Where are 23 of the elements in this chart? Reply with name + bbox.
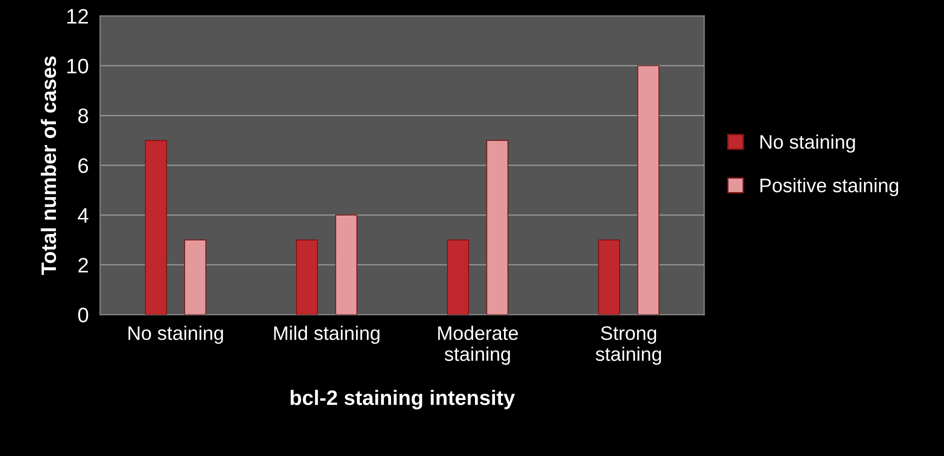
x-tick-label: Mild staining (274, 326, 380, 344)
bar (335, 214, 358, 315)
y-tick-label: 0 (78, 308, 88, 322)
y-tick-label: 12 (67, 8, 88, 24)
y-tick-label: 2 (78, 258, 88, 272)
bar (486, 140, 508, 315)
legend-label: No staining (760, 134, 855, 153)
bar (447, 240, 470, 315)
legend-label: Positive staining (760, 178, 898, 196)
x-tick-label: No staining (128, 326, 223, 344)
bar (184, 240, 206, 315)
bar (144, 140, 167, 315)
y-tick-label: 10 (67, 58, 88, 74)
y-tick-label: 4 (78, 208, 88, 223)
y-tick-label: 6 (78, 158, 88, 174)
y-axis-title: Total number of cases (40, 56, 56, 275)
bar (296, 240, 318, 315)
x-axis-title: bcl-2 staining intensity (290, 390, 515, 410)
x-tick-label: Strong staining (596, 326, 661, 365)
x-tick-label: Moderate staining (438, 326, 518, 365)
y-tick-label: 8 (78, 108, 88, 124)
bar (598, 240, 620, 315)
bar (637, 65, 660, 315)
